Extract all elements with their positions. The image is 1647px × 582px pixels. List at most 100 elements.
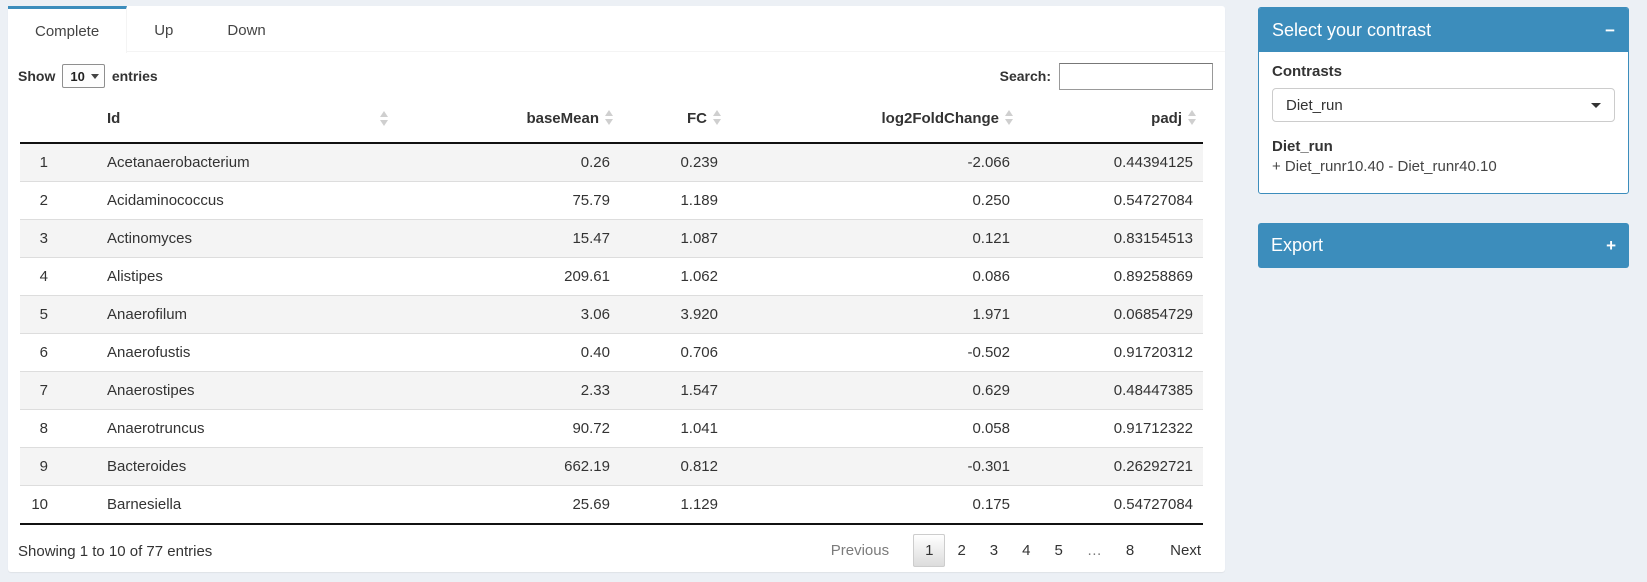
expand-plus-icon[interactable]: + <box>1606 236 1616 255</box>
cell-fc: 0.706 <box>620 333 728 372</box>
column-header-rownum <box>20 96 60 144</box>
pagination-page-3[interactable]: 3 <box>989 542 999 559</box>
results-table-panel: Complete Up Down Show 10 entries Search: I… <box>8 6 1225 572</box>
cell-id: Bacteroides <box>60 447 395 486</box>
collapse-minus-icon[interactable]: − <box>1605 20 1615 40</box>
pagination-next[interactable]: Next <box>1170 542 1201 559</box>
cell-padj: 0.83154513 <box>1020 219 1203 258</box>
cell-basemean: 662.19 <box>395 447 620 486</box>
table-row: 4 Alistipes 209.61 1.062 0.086 0.8925886… <box>20 257 1203 296</box>
contrast-select-value: Diet_run <box>1286 96 1343 114</box>
search-label: Search: <box>999 68 1051 84</box>
cell-padj: 0.44394125 <box>1020 143 1203 182</box>
tab-bar: Complete Up Down <box>8 6 1225 53</box>
cell-id: Actinomyces <box>60 219 395 258</box>
cell-padj: 0.89258869 <box>1020 257 1203 296</box>
table-body: 1 Acetanaerobacterium 0.26 0.239 -2.066 … <box>20 143 1203 524</box>
page-length-control: Show 10 entries <box>18 64 158 88</box>
cell-padj: 0.91720312 <box>1020 333 1203 372</box>
cell-id: Alistipes <box>60 257 395 296</box>
cell-id: Anaerofustis <box>60 333 395 372</box>
pagination-page-2[interactable]: 2 <box>957 542 966 559</box>
contrasts-label: Contrasts <box>1272 63 1343 80</box>
sort-icon <box>1188 110 1197 125</box>
page-size-select[interactable]: 10 <box>62 64 105 88</box>
cell-fc: 3.920 <box>620 295 728 334</box>
entries-label: entries <box>111 68 158 84</box>
sort-icon <box>1005 110 1014 125</box>
cell-id: Anaerotruncus <box>60 409 395 448</box>
contrast-panel: Select your contrast − Contrasts Diet_ru… <box>1258 7 1629 194</box>
cell-basemean: 15.47 <box>395 219 620 258</box>
cell-log2foldchange: 0.086 <box>728 257 1020 296</box>
table-controls: Show 10 entries Search: <box>18 62 1213 90</box>
cell-padj: 0.54727084 <box>1020 485 1203 524</box>
column-header-log2foldchange[interactable]: log2FoldChange <box>728 96 1020 144</box>
page-size-value: 10 <box>70 68 85 84</box>
cell-log2foldchange: -0.502 <box>728 333 1020 372</box>
column-header-padj[interactable]: padj <box>1020 96 1203 144</box>
cell-rownum: 1 <box>20 143 60 182</box>
cell-fc: 1.041 <box>620 409 728 448</box>
cell-log2foldchange: 1.971 <box>728 295 1020 334</box>
search-input[interactable] <box>1059 62 1213 90</box>
tab-complete[interactable]: Complete <box>8 6 128 53</box>
cell-basemean: 90.72 <box>395 409 620 448</box>
tab-up[interactable]: Up <box>154 22 174 39</box>
cell-rownum: 2 <box>20 181 60 220</box>
table-row: 8 Anaerotruncus 90.72 1.041 0.058 0.9171… <box>20 409 1203 448</box>
pagination-page-4[interactable]: 4 <box>1022 542 1031 559</box>
cell-log2foldchange: 0.058 <box>728 409 1020 448</box>
cell-fc: 1.189 <box>620 181 728 220</box>
contrast-name: Diet_run <box>1272 138 1333 155</box>
cell-log2foldchange: 0.175 <box>728 485 1020 524</box>
tab-down[interactable]: Down <box>227 22 266 39</box>
cell-basemean: 3.06 <box>395 295 620 334</box>
column-header-id[interactable]: Id <box>60 96 395 144</box>
table-row: 6 Anaerofustis 0.40 0.706 -0.502 0.91720… <box>20 333 1203 372</box>
cell-fc: 1.087 <box>620 219 728 258</box>
cell-padj: 0.48447385 <box>1020 371 1203 410</box>
contrast-definition: + Diet_runr10.40 - Diet_runr40.10 <box>1272 158 1497 175</box>
export-panel-header[interactable]: Export + <box>1258 223 1629 268</box>
pagination: Previous 1 2 3 4 5 … 8 Next <box>819 534 1213 568</box>
table-row: 1 Acetanaerobacterium 0.26 0.239 -2.066 … <box>20 143 1203 182</box>
table-row: 3 Actinomyces 15.47 1.087 0.121 0.831545… <box>20 219 1203 258</box>
search-control: Search: <box>999 62 1213 90</box>
cell-rownum: 8 <box>20 409 60 448</box>
table-header-row: Id baseMean FC log2FoldChange padj <box>20 96 1203 144</box>
export-panel-title: Export <box>1271 235 1324 255</box>
cell-log2foldchange: 0.121 <box>728 219 1020 258</box>
cell-padj: 0.54727084 <box>1020 181 1203 220</box>
table-row: 5 Anaerofilum 3.06 3.920 1.971 0.0685472… <box>20 295 1203 334</box>
cell-basemean: 25.69 <box>395 485 620 524</box>
column-header-fc[interactable]: FC <box>620 96 728 144</box>
cell-basemean: 0.40 <box>395 333 620 372</box>
cell-rownum: 7 <box>20 371 60 410</box>
cell-basemean: 209.61 <box>395 257 620 296</box>
pagination-page-1[interactable]: 1 <box>913 534 946 567</box>
sort-icon <box>605 110 614 125</box>
chevron-down-icon <box>1591 103 1601 108</box>
table-row: 2 Acidaminococcus 75.79 1.189 0.250 0.54… <box>20 181 1203 220</box>
table-info: Showing 1 to 10 of 77 entries <box>18 542 213 560</box>
contrast-select[interactable]: Diet_run <box>1272 88 1615 122</box>
pagination-pages: 1 2 3 4 5 … 8 <box>913 534 1146 567</box>
contrast-panel-header[interactable]: Select your contrast − <box>1259 8 1628 52</box>
cell-log2foldchange: 0.629 <box>728 371 1020 410</box>
cell-rownum: 5 <box>20 295 60 334</box>
pagination-ellipsis: … <box>1086 542 1102 559</box>
cell-rownum: 9 <box>20 447 60 486</box>
pagination-page-5[interactable]: 5 <box>1054 542 1063 559</box>
column-header-basemean[interactable]: baseMean <box>395 96 620 144</box>
pagination-page-8[interactable]: 8 <box>1125 542 1135 559</box>
results-table: Id baseMean FC log2FoldChange padj 1 Ace… <box>20 96 1203 525</box>
table-row: 9 Bacteroides 662.19 0.812 -0.301 0.2629… <box>20 447 1203 486</box>
pagination-previous[interactable]: Previous <box>830 542 890 559</box>
cell-log2foldchange: 0.250 <box>728 181 1020 220</box>
cell-rownum: 3 <box>20 219 60 258</box>
cell-fc: 1.062 <box>620 257 728 296</box>
cell-id: Barnesiella <box>60 485 395 524</box>
sort-icon <box>380 111 389 126</box>
cell-id: Anaerostipes <box>60 371 395 410</box>
